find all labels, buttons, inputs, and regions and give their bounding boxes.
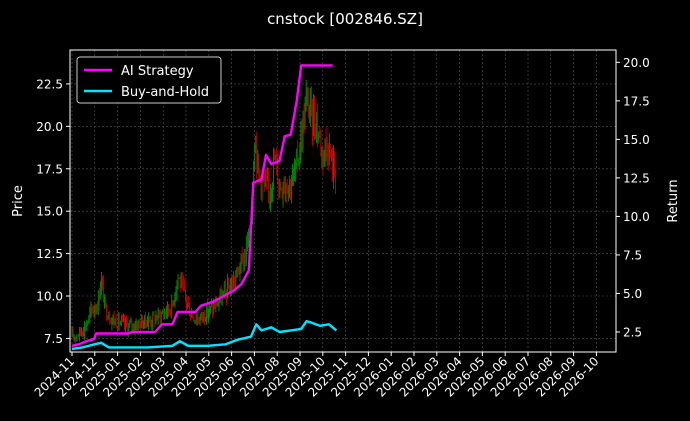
legend-label-buy-and-hold: Buy-and-Hold xyxy=(121,85,209,100)
right-tick-label: 2.5 xyxy=(623,325,642,339)
legend: AI Strategy Buy-and-Hold xyxy=(76,56,222,104)
right-tick-label: 7.5 xyxy=(623,248,642,262)
right-y-axis: 2.5 5.0 7.5 10.0 12.5 15.0 17.5 20.0 xyxy=(616,56,650,339)
left-axis-label: Price xyxy=(11,185,26,217)
right-tick-label: 17.5 xyxy=(623,94,650,108)
left-tick-label: 22.5 xyxy=(36,77,63,91)
right-tick-label: 12.5 xyxy=(623,171,650,185)
left-tick-label: 10.0 xyxy=(36,290,63,304)
right-tick-label: 15.0 xyxy=(623,133,650,147)
legend-label-ai-strategy: AI Strategy xyxy=(121,64,194,79)
price-candles xyxy=(71,79,336,345)
left-tick-label: 12.5 xyxy=(36,247,63,261)
plot-frame xyxy=(69,49,617,353)
return-series xyxy=(71,64,338,351)
left-tick-label: 7.5 xyxy=(44,332,63,346)
chart-title: cnstock [002846.SZ] xyxy=(267,10,423,28)
left-y-axis: 7.5 10.0 12.5 15.0 17.5 20.0 22.5 xyxy=(36,77,70,346)
series-line-buy-and-hold xyxy=(71,320,338,351)
right-tick-label: 10.0 xyxy=(623,210,650,224)
right-axis-label: Return xyxy=(666,179,681,222)
left-tick-label: 17.5 xyxy=(36,162,63,176)
right-tick-label: 20.0 xyxy=(623,56,650,70)
right-tick-label: 5.0 xyxy=(623,287,642,301)
left-tick-label: 20.0 xyxy=(36,120,63,134)
series-line-ai-strategy xyxy=(71,64,333,347)
left-tick-label: 15.0 xyxy=(36,205,63,219)
grid-lines xyxy=(70,50,616,352)
legend-box xyxy=(76,56,222,104)
